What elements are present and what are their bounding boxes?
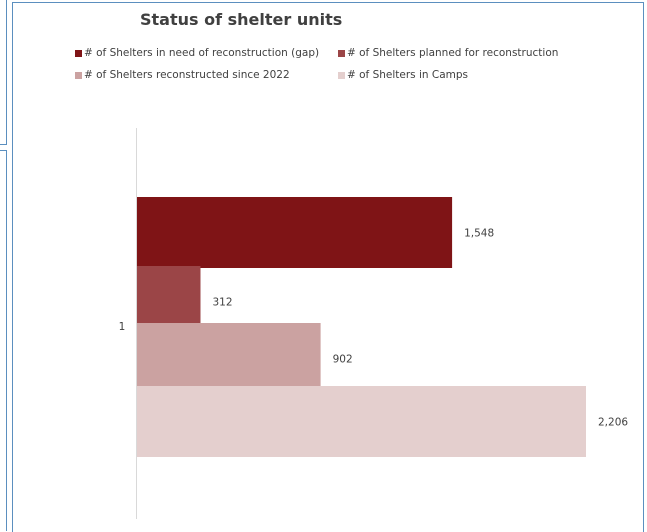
adjacent-panel-edge — [0, 150, 7, 531]
legend-label-gap: # of Shelters in need of reconstruction … — [84, 47, 320, 59]
bar-series-3 — [137, 386, 586, 457]
legend-swatch-reconstructed — [75, 71, 82, 79]
chart-plot: 1,548 312 902 2,206 1 — [119, 128, 628, 519]
data-label-series-3: 2,206 — [598, 417, 628, 429]
legend-item-planned: # of Shelters planned for reconstruction — [338, 47, 558, 59]
bar-series-2 — [137, 323, 321, 394]
data-label-series-0: 1,548 — [464, 228, 494, 240]
legend-swatch-gap — [75, 49, 82, 57]
data-label-series-2: 902 — [333, 354, 353, 366]
legend-swatch-planned — [338, 49, 345, 57]
data-label-series-1: 312 — [213, 297, 233, 309]
legend-item-gap: # of Shelters in need of reconstruction … — [75, 47, 319, 59]
chart-frame — [12, 2, 644, 532]
legend-label-planned: # of Shelters planned for reconstruction — [347, 47, 559, 59]
legend-label-camps: # of Shelters in Camps — [347, 69, 469, 81]
category-tick-label: 1 — [119, 321, 126, 333]
chart-title: Status of shelter units — [140, 10, 343, 29]
legend-item-camps: # of Shelters in Camps — [338, 69, 468, 81]
bar-series-0 — [137, 197, 453, 268]
legend-swatch-camps — [338, 71, 345, 79]
legend-item-reconstructed: # of Shelters reconstructed since 2022 — [75, 69, 290, 81]
adjacent-panel-edge — [0, 0, 7, 145]
legend-label-reconstructed: # of Shelters reconstructed since 2022 — [84, 69, 290, 81]
